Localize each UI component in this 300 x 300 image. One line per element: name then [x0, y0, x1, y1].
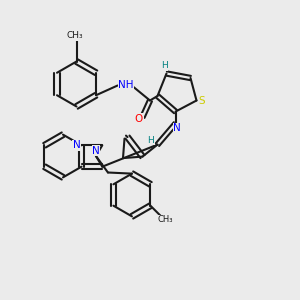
Text: O: O	[135, 113, 143, 124]
Text: H: H	[161, 61, 167, 70]
Text: CH₃: CH₃	[67, 32, 83, 40]
Text: N: N	[173, 123, 181, 133]
Text: N: N	[73, 140, 80, 151]
Text: S: S	[199, 95, 205, 106]
Text: CH₃: CH₃	[158, 215, 173, 224]
Text: N: N	[92, 146, 100, 156]
Text: NH: NH	[118, 80, 134, 91]
Text: H: H	[148, 136, 154, 145]
